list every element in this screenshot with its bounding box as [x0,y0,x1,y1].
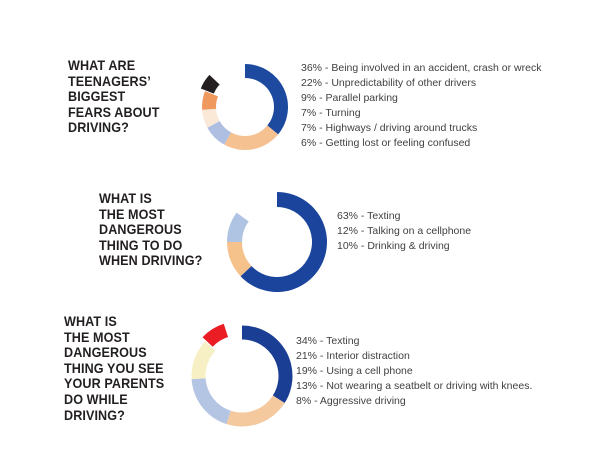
chart-legend-teen-fears: 36% - Being involved in an accident, cra… [301,61,541,151]
donut-segment [224,125,279,151]
donut-chart-dangerous-driving [227,192,327,292]
legend-item: 7% - Highways / driving around trucks [301,122,478,134]
donut-segment [227,242,252,277]
legend-item: 63% - Texting [337,210,401,222]
donut-segment [191,378,231,425]
donut-segment [202,323,229,347]
legend-item: 21% - Interior distraction [296,350,410,362]
section-title-teen-fears: WHAT ARE TEENAGERS’ BIGGEST FEARS ABOUT … [68,57,160,136]
donut-segment [245,64,288,135]
legend-item: 6% - Getting lost or feeling confused [301,137,471,149]
donut-chart-teen-fears [200,64,288,151]
donut-segment [226,395,285,427]
donut-segment [227,212,249,242]
legend-item: 9% - Parallel parking [301,92,398,104]
section-title-dangerous-driving: WHAT IS THE MOST DANGEROUS THING TO DO W… [99,190,203,269]
legend-item: 36% - Being involved in an accident, cra… [301,62,542,74]
donut-segment [202,108,220,128]
donut-segment [242,325,293,404]
donut-segment [200,74,220,94]
chart-legend-parents-driving: 34% - Texting 21% - Interior distraction 1… [296,334,532,409]
donut-segment [201,91,219,110]
donut-segment [207,120,232,145]
donut-segment [240,192,327,292]
legend-item: 22% - Unpredictability of other drivers [301,77,477,89]
chart-legend-dangerous-driving: 63% - Texting 12% - Talking on a cellphon… [337,209,471,254]
legend-item: 13% - Not wearing a seatbelt or driving … [296,380,533,392]
legend-item: 12% - Talking on a cellphone [337,225,472,237]
legend-item: 7% - Turning [301,107,361,119]
legend-item: 8% - Aggressive driving [296,395,406,407]
donut-segment [191,341,216,380]
legend-item: 19% - Using a cell phone [296,365,413,377]
section-title-parents-driving: WHAT IS THE MOST DANGEROUS THING YOU SEE… [64,313,165,423]
legend-item: 34% - Texting [296,335,360,347]
donut-chart-parents-driving [191,323,293,427]
legend-item: 10% - Drinking & driving [337,240,450,252]
